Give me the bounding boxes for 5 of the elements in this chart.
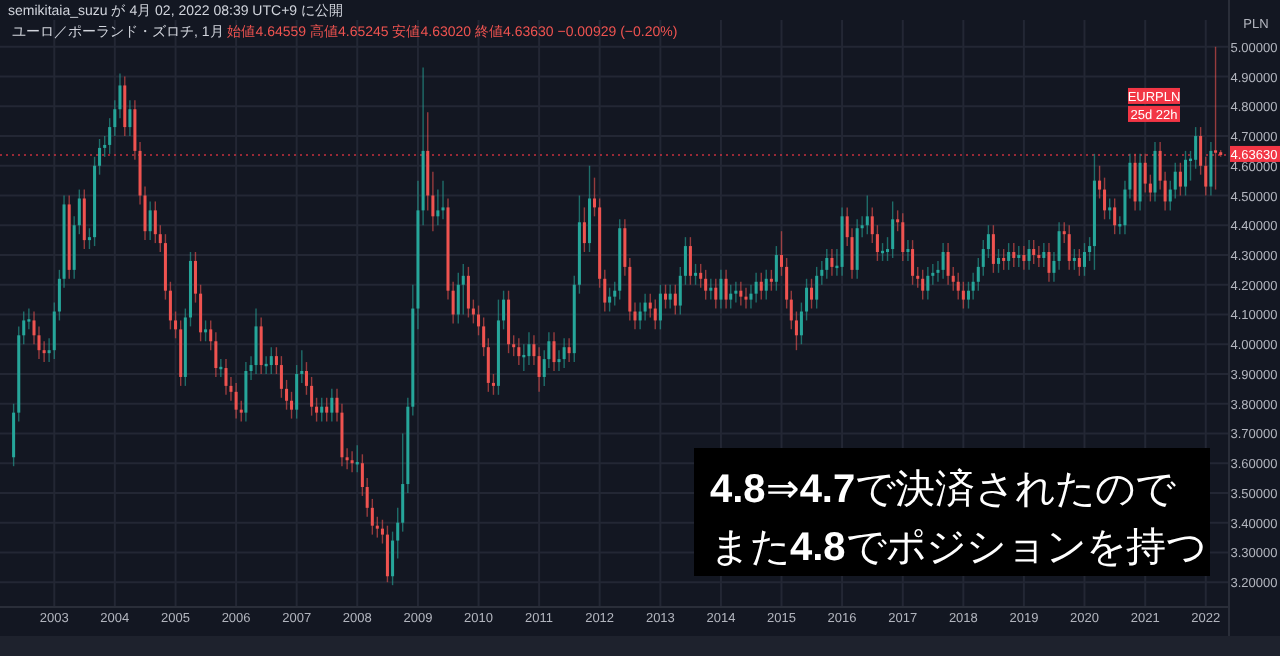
annotation: また4.8でポジションを持つ xyxy=(710,526,1206,570)
candlestick xyxy=(592,176,597,218)
candlestick xyxy=(779,230,784,277)
annotation: 4.8⇒4.7で決済されたので xyxy=(710,468,1178,512)
candlestick xyxy=(966,281,971,310)
